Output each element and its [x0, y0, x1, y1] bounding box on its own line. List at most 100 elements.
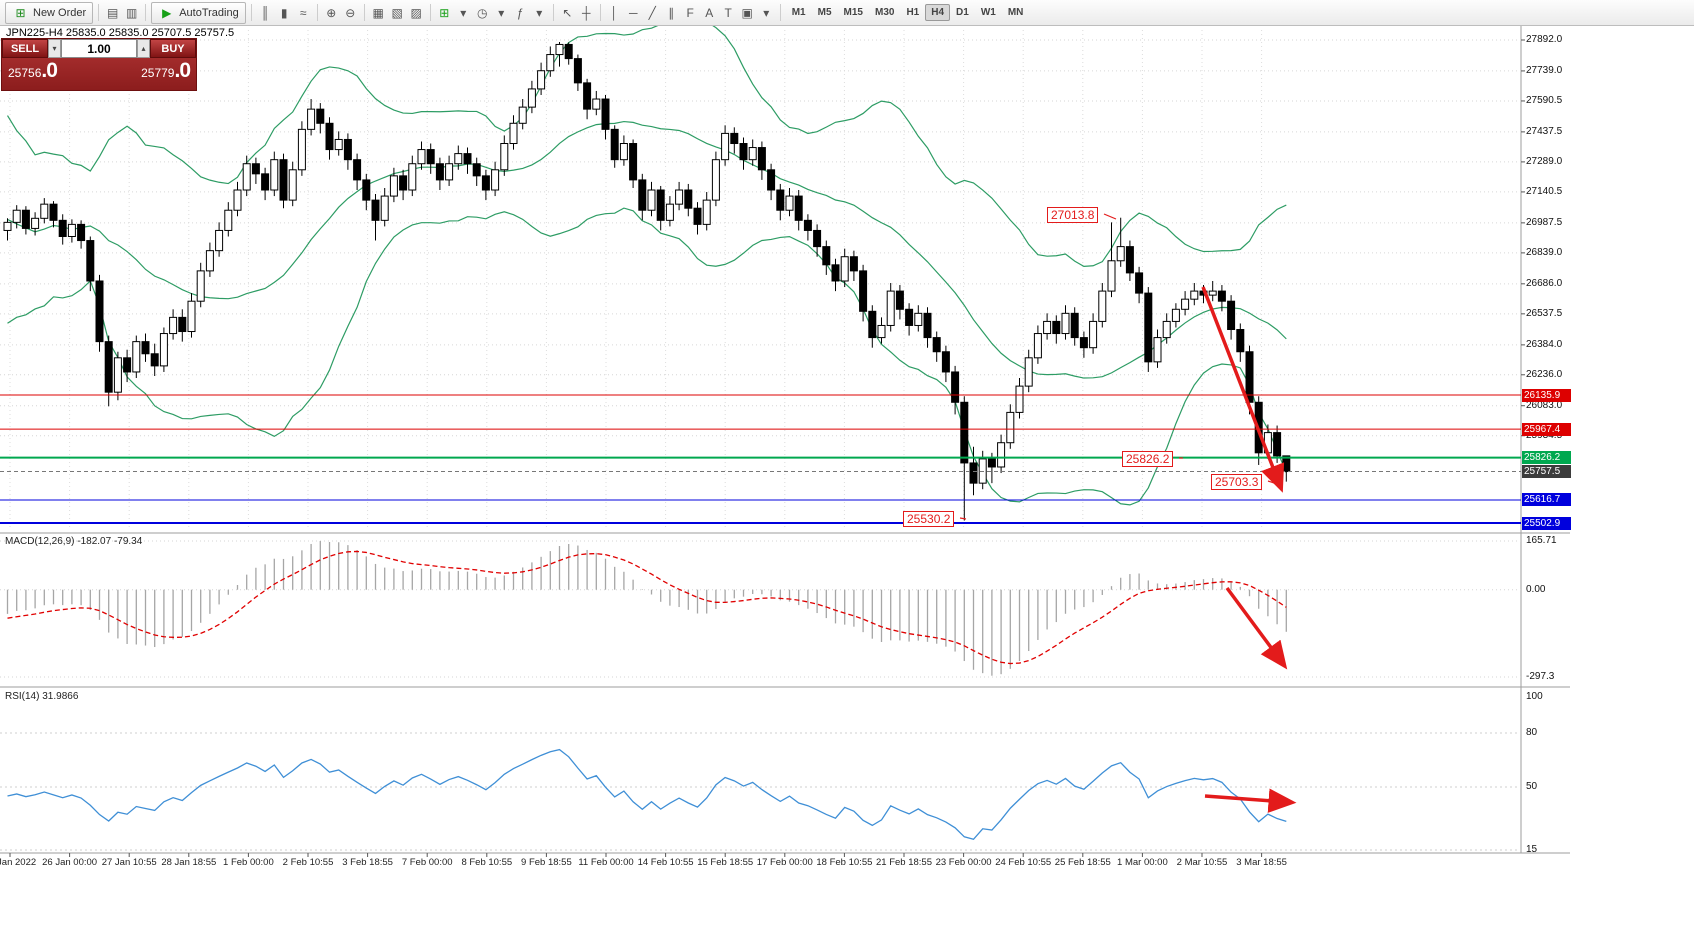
fibonacci-icon[interactable]: F: [686, 5, 694, 20]
toolbar-separator: [250, 4, 252, 21]
rsi-panel-layer: [0, 732, 1521, 851]
toolbar-group: │ ─ ╱ ∥ F A T ▣ ▾: [606, 4, 775, 22]
price-axis-label: 26537.5: [1526, 307, 1563, 319]
new-chart-icon[interactable]: ⊞: [439, 5, 450, 20]
dropdown-arrow-icon[interactable]: ▾: [763, 5, 770, 20]
price-line-badge: 25502.9: [1522, 516, 1571, 530]
timeframe-w1[interactable]: W1: [980, 7, 996, 18]
line-chart-icon[interactable]: ≈: [299, 5, 307, 20]
price-axis-label: 26839.0: [1526, 246, 1563, 258]
price-axis-label: 27892.0: [1526, 34, 1563, 45]
price-axis-label: 27140.5: [1526, 185, 1563, 197]
price-axis-label: 26236.0: [1526, 368, 1563, 380]
zoom-in-icon[interactable]: ⊕: [326, 5, 337, 20]
timeframe-d1[interactable]: D1: [956, 7, 969, 18]
trendline-icon[interactable]: ╱: [648, 5, 656, 20]
time-axis-label: 3 Feb 18:55: [342, 857, 393, 868]
price-line-badge: 25967.4: [1522, 422, 1571, 436]
price-callout[interactable]: 25826.2: [1122, 451, 1174, 467]
toolbar-group: ⊞ ▾ ◷ ▾ ƒ ▾: [436, 4, 548, 22]
text-label-icon[interactable]: T: [724, 5, 732, 20]
toolbar-separator: [98, 4, 100, 21]
price-callout[interactable]: 25703.3: [1211, 474, 1263, 490]
time-axis-label: 7 Feb 00:00: [401, 857, 453, 868]
zoom-out-icon[interactable]: ⊖: [345, 5, 356, 20]
price-axis-label: 27437.5: [1526, 125, 1563, 137]
candlesticks-layer: [3, 42, 1291, 521]
crosshair-icon[interactable]: ┼: [581, 5, 591, 20]
time-axis-label: 2 Feb 10:55: [282, 857, 334, 868]
annotations-layer[interactable]: [959, 213, 1297, 813]
time-axis-label: 27 Jan 10:55: [101, 857, 157, 868]
buy-price: 25779.0: [141, 59, 191, 82]
cascade-windows-icon[interactable]: ▧: [391, 5, 403, 20]
price-axis-label: 26384.0: [1526, 338, 1563, 350]
cursor-icon[interactable]: ↖: [562, 5, 573, 20]
time-axis-label: 28 Jan 18:55: [161, 857, 217, 868]
price-callout[interactable]: 25530.2: [903, 511, 955, 527]
timeframe-m1[interactable]: M1: [791, 7, 806, 18]
toolbar-group: ▦ ▧ ▨: [370, 4, 425, 22]
toolbar-group: ▶ AutoTrading: [151, 1, 246, 24]
timeframe-m30[interactable]: M30: [874, 7, 895, 18]
new-order-icon: ⊞: [15, 5, 26, 20]
equidistant-channel-icon[interactable]: ∥: [668, 5, 675, 20]
autotrading-button[interactable]: ▶ AutoTrading: [151, 1, 246, 24]
volume-input[interactable]: [61, 39, 137, 58]
horizontal-line-icon[interactable]: ─: [628, 5, 638, 20]
trend-arrow[interactable]: [1201, 286, 1285, 493]
macd-indicator-label: MACD(12,26,9) -182.07 -79.34: [5, 536, 143, 547]
toolbar-group: ⊞ New Order: [5, 1, 94, 24]
horizontal-levels-layer[interactable]: [0, 394, 1521, 524]
new-order-button-label: New Order: [33, 6, 87, 19]
toolbar-separator: [779, 4, 781, 21]
dropdown-arrow-icon[interactable]: ▾: [536, 5, 543, 20]
volume-decrease-button[interactable]: ▾: [48, 39, 61, 58]
period-clock-icon[interactable]: ◷: [476, 5, 488, 20]
buy-price-frac: .0: [174, 59, 190, 82]
price-axis-label: 27739.0: [1526, 64, 1563, 76]
toolbar-group: ▤ ▥: [104, 4, 140, 22]
indicators-icon[interactable]: ƒ: [516, 5, 524, 20]
price-callout[interactable]: 27013.8: [1047, 207, 1099, 223]
toolbar-separator: [145, 4, 147, 21]
timeframe-h1[interactable]: H1: [906, 7, 920, 18]
timeframe-m5[interactable]: M5: [817, 7, 832, 18]
dropdown-arrow-icon[interactable]: ▾: [460, 5, 467, 20]
new-order-button[interactable]: ⊞ New Order: [5, 1, 94, 24]
price-axis-label: 27590.5: [1526, 94, 1563, 106]
profiles-icon[interactable]: ▥: [126, 5, 138, 20]
candlestick-chart-icon[interactable]: ▮: [280, 5, 288, 20]
sell-price-frac: .0: [41, 59, 57, 82]
text-icon[interactable]: A: [705, 5, 714, 20]
rsi-axis-label: 100: [1526, 691, 1543, 702]
timeframe-h4[interactable]: H4: [925, 4, 951, 21]
sell-price-main: 25756: [8, 66, 42, 80]
autotrading-button-label: AutoTrading: [179, 6, 239, 19]
tile-windows-icon[interactable]: ▦: [372, 5, 384, 20]
sell-button[interactable]: SELL: [2, 39, 48, 58]
buy-price-main: 25779: [141, 66, 175, 80]
dropdown-arrow-icon[interactable]: ▾: [498, 5, 505, 20]
timeframe-m15[interactable]: M15: [843, 7, 863, 18]
bar-chart-icon[interactable]: ║: [260, 5, 270, 20]
shapes-icon[interactable]: ▣: [741, 5, 753, 20]
trend-arrow[interactable]: [1225, 586, 1288, 670]
charts-window-icon[interactable]: ▤: [107, 5, 119, 20]
volume-increase-button[interactable]: ▴: [137, 39, 150, 58]
macd-axis-label: 165.71: [1526, 535, 1557, 546]
trend-arrow[interactable]: [1204, 788, 1297, 813]
timeframe-mn[interactable]: MN: [1007, 7, 1024, 18]
one-click-trading-panel: SELL ▾ ▴ BUY 25756.0 25779.0: [1, 38, 197, 91]
time-axis-label: 18 Feb 10:55: [816, 857, 873, 868]
arrange-windows-icon[interactable]: ▨: [410, 5, 422, 20]
vertical-line-icon[interactable]: │: [610, 5, 618, 20]
buy-button[interactable]: BUY: [150, 39, 196, 58]
time-axis-label: 8 Feb 10:55: [461, 857, 513, 868]
time-axis-label: 25 Feb 18:55: [1054, 857, 1111, 868]
price-line-badge: 26135.9: [1522, 388, 1571, 402]
toolbar: ⊞ New Order ▤ ▥ ▶ AutoTrading ║ ▮ ≈ ⊕ ⊖ ▦ ▧ ▨ ⊞ ▾ ◷ ▾ ƒ ▾ ↖ ┼…: [0, 0, 1694, 26]
price-line-badge: 25616.7: [1522, 493, 1571, 507]
